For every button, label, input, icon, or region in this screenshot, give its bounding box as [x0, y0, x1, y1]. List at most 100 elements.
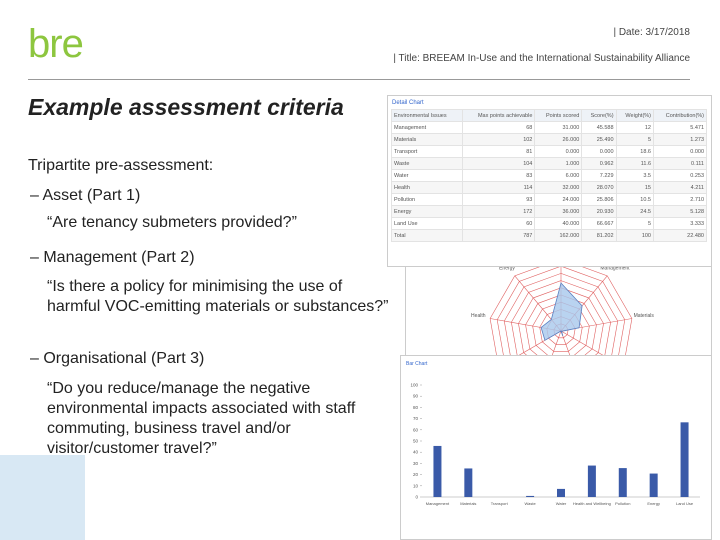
frame	[400, 355, 712, 540]
bar	[680, 422, 689, 497]
cell: 22.480	[653, 229, 707, 242]
cell: 172	[461, 205, 536, 218]
part: – Asset (Part 1)	[30, 187, 141, 204]
table-row: Waste 104 1.000 0.962 11.6 0.111	[391, 157, 707, 170]
y-tick-label: 30	[413, 461, 419, 466]
cell: 25.806	[581, 193, 617, 206]
cell: 24.000	[534, 193, 583, 206]
cell: 7.229	[581, 169, 617, 182]
cell: 1.000	[534, 157, 583, 170]
y-tick-label: 0	[415, 495, 418, 500]
cell: 3.333	[653, 217, 707, 230]
column-header: Points scored	[534, 109, 583, 122]
cell: 20.930	[581, 205, 617, 218]
cell: 0.962	[581, 157, 617, 170]
cell: 0.253	[653, 169, 707, 182]
chart-title: Bar Chart	[406, 361, 428, 367]
column-header: Weight(%)	[615, 109, 655, 122]
x-tick-label: Pollution	[615, 501, 630, 506]
cell: 15	[615, 181, 655, 194]
cell: 68	[461, 121, 536, 134]
radar-label: Health	[471, 313, 486, 319]
bar-chart: Bar Chart 0 10 20 30 40 50 60 70 80 90 100 Managemen…	[400, 355, 712, 540]
heading: Example assessment criteria	[28, 94, 344, 120]
y-tick-label: 90	[413, 394, 419, 399]
table-row: Health 114 32.000 28.070 15 4.211	[391, 181, 707, 194]
cell: 2.710	[653, 193, 707, 206]
column-header: Environmental Issues	[391, 109, 463, 122]
column-header: Score(%)	[581, 109, 617, 122]
cell: Waste	[391, 157, 463, 170]
radar-label: Energy	[499, 266, 515, 272]
column-header: Contribution(%)	[653, 109, 707, 122]
cell: 114	[461, 181, 536, 194]
cell: 12	[615, 121, 655, 134]
cell: 0.000	[581, 145, 617, 158]
cell: Energy	[391, 205, 463, 218]
cell: 5	[615, 217, 655, 230]
header-row: Environmental Issues Max points achievabl…	[391, 109, 707, 122]
bar	[526, 495, 535, 497]
cell: 162.000	[534, 229, 583, 242]
x-tick-label: Waste	[525, 501, 537, 506]
cell: 3.5	[615, 169, 655, 182]
y-tick-label: 80	[413, 405, 419, 410]
cell: 81.202	[581, 229, 617, 242]
cell: 1.273	[653, 133, 707, 146]
x-tick-label: Materials	[460, 501, 476, 506]
table-row: Transport 81 0.000 0.000 18.6 0.000	[391, 145, 707, 158]
cell: Health	[391, 181, 463, 194]
cell: 81	[461, 145, 536, 158]
table-row: Total 787 162.000 81.202 100 22.480	[391, 229, 707, 242]
cell: 25.490	[581, 133, 617, 146]
cell: Materials	[391, 133, 463, 146]
x-tick-label: Land Use	[676, 501, 694, 506]
part: – Management (Part 2)	[30, 249, 195, 266]
cell: 0.000	[534, 145, 583, 158]
y-tick-label: 10	[413, 483, 419, 488]
cell: 26.000	[534, 133, 583, 146]
y-tick-label: 50	[413, 439, 419, 444]
cell: 0.000	[653, 145, 707, 158]
y-tick-label: 100	[410, 383, 418, 388]
table-panel: Detail Chart Environmental Issues Max poi…	[387, 95, 712, 267]
cell: 5.471	[653, 121, 707, 134]
cell: 0.111	[653, 157, 707, 170]
cell: 10.5	[615, 193, 655, 206]
cell: 102	[461, 133, 536, 146]
cell: 66.667	[581, 217, 617, 230]
table-row: Materials 102 26.000 25.490 5 1.273	[391, 133, 707, 146]
table-row: Energy 172 36.000 20.930 24.5 5.128	[391, 205, 707, 218]
y-tick-label: 40	[413, 450, 419, 455]
cell: Land Use	[391, 217, 463, 230]
table-row: Pollution 93 24.000 25.806 10.5 2.710	[391, 193, 707, 206]
intro: Tripartite pre-assessment:	[28, 157, 214, 174]
x-tick-label: Water	[556, 501, 567, 506]
cell: Transport	[391, 145, 463, 158]
cell: 36.000	[534, 205, 583, 218]
cell: Management	[391, 121, 463, 134]
table-row: Water 83 6.000 7.229 3.5 0.253	[391, 169, 707, 182]
y-tick-label: 70	[413, 416, 419, 421]
cell: 5	[615, 133, 655, 146]
logo: bre	[28, 22, 84, 66]
radar-label: Materials	[634, 313, 655, 319]
date: | Date: 3/17/2018	[613, 27, 690, 38]
cell: 11.6	[615, 157, 655, 170]
table-row: Land Use 60 40.000 66.667 5 3.333	[391, 217, 707, 230]
question: “Are tenancy submeters provided?”	[47, 214, 297, 231]
rule	[28, 79, 690, 80]
cell: 40.000	[534, 217, 583, 230]
cell: Pollution	[391, 193, 463, 206]
score-table: Environmental Issues Max points achievabl…	[391, 109, 707, 242]
radar-label: Management	[600, 266, 630, 272]
column-header: Max points achievable	[461, 109, 536, 122]
x-tick-label: Transport	[491, 501, 509, 506]
cell: 24.5	[615, 205, 655, 218]
bar	[618, 468, 627, 497]
question: “Is there a policy for minimising the us…	[47, 278, 389, 315]
y-tick-label: 20	[413, 472, 419, 477]
cell: 45.588	[581, 121, 617, 134]
cell: 100	[615, 229, 655, 242]
